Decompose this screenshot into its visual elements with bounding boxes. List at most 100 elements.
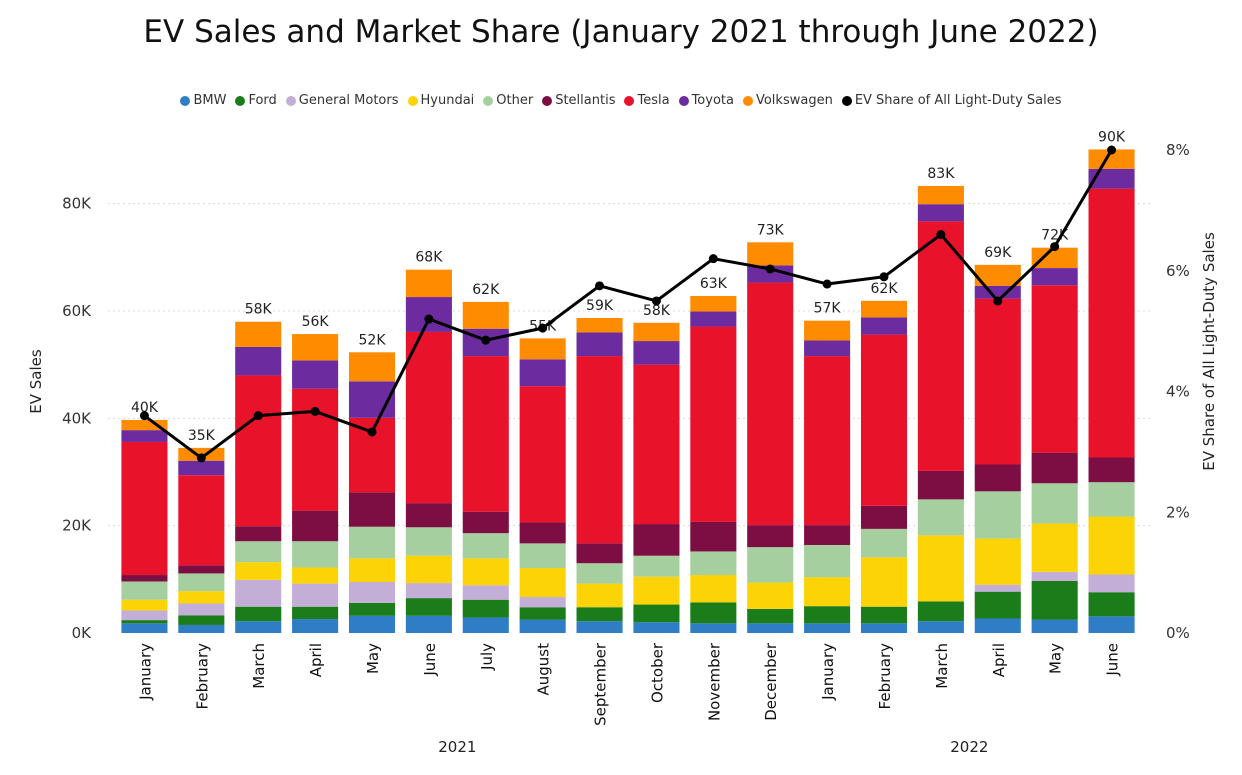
bar-segment-other [804, 544, 851, 578]
bar-segment-volkswagen [576, 317, 623, 333]
bar-segment-volkswagen [747, 242, 794, 266]
legend-item[interactable]: Tesla [624, 93, 670, 108]
share-point [1107, 145, 1117, 155]
legend-item[interactable]: Other [483, 93, 533, 108]
bar-segment-bmw [860, 623, 908, 633]
bar-segment-toyota [292, 360, 339, 389]
bar-segment-ford [292, 606, 339, 620]
legend-item[interactable]: BMW [180, 93, 226, 108]
bar-segment-ford [462, 599, 509, 618]
legend-item[interactable]: General Motors [285, 93, 399, 108]
legend-marker [235, 95, 246, 106]
bar-segment-bmw [576, 621, 623, 633]
bar-segment-tesla [804, 356, 851, 526]
y2-tick-label: 0% [1166, 624, 1190, 642]
bar-segment-tesla [235, 375, 282, 527]
bar-segment-bmw [747, 623, 794, 633]
x-tick-label: October [648, 642, 666, 703]
bar-segment-volkswagen [462, 301, 509, 329]
y2-tick-label: 4% [1166, 383, 1190, 401]
bar-segment-toyota [690, 311, 737, 327]
bar-total-label: 68K [415, 250, 443, 266]
share-point [481, 335, 491, 345]
bar-segment-volkswagen [1031, 247, 1078, 269]
legend: BMW Ford General Motors Hyundai Other Stellan… [0, 93, 1242, 108]
legend-item[interactable]: Toyota [678, 93, 734, 108]
bar-segment-stellantis [1031, 452, 1078, 484]
legend-marker [841, 95, 852, 106]
share-point [708, 254, 718, 264]
bar-segment-other [121, 581, 168, 600]
bar-segment-stellantis [1088, 457, 1135, 483]
bar-segment-toyota [576, 332, 623, 357]
bar-segment-general-motors [348, 582, 396, 603]
share-point [424, 314, 434, 324]
legend-item[interactable]: EV Share of All Light-Duty Sales [841, 93, 1062, 108]
legend-label: Volkswagen [755, 93, 833, 108]
bar-segment-bmw [235, 621, 282, 633]
x-tick-label: March [933, 643, 951, 689]
bar-segment-hyundai [1031, 523, 1078, 572]
bar-segment-bmw [1031, 619, 1078, 633]
x-tick-label: August [535, 643, 553, 696]
bar-total-label: 40K [131, 400, 159, 416]
y-tick-label: 60K [62, 302, 92, 320]
x-tick-label: May [364, 643, 382, 674]
bar-segment-other [690, 551, 737, 576]
bar-segment-stellantis [690, 521, 737, 552]
bar-segment-bmw [178, 624, 225, 633]
bar-segment-bmw [690, 623, 737, 633]
bar-segment-volkswagen [519, 338, 566, 360]
legend-item[interactable]: Hyundai [407, 93, 474, 108]
legend-marker [483, 95, 494, 106]
bar-segment-general-motors [1088, 574, 1135, 593]
bar-segment-volkswagen [1088, 149, 1135, 169]
bar-segment-ford [860, 606, 908, 624]
legend-item[interactable]: Stellantis [542, 93, 615, 108]
bar-segment-stellantis [292, 510, 339, 542]
bar-segment-toyota [121, 430, 168, 442]
bar-total-label: 35K [188, 428, 216, 444]
bar-segment-ford [1031, 580, 1078, 620]
legend-label: Other [496, 93, 534, 108]
bar-segment-ford [348, 602, 396, 616]
share-point [936, 230, 946, 240]
bar-segment-tesla [178, 475, 225, 566]
bar-segment-hyundai [860, 557, 908, 607]
y2-tick-label: 6% [1166, 262, 1190, 280]
legend-marker [624, 95, 635, 106]
bar-segment-hyundai [292, 567, 339, 584]
bar-segment-bmw [633, 622, 680, 633]
bar-segment-hyundai [1088, 516, 1135, 575]
y2-tick-label: 2% [1166, 503, 1190, 521]
bar-segment-stellantis [519, 522, 566, 544]
bar-total-label: 90K [1098, 129, 1126, 145]
share-point [822, 279, 832, 289]
legend-marker [285, 95, 296, 106]
bar-segment-toyota [1088, 168, 1135, 189]
bar-segment-ford [405, 598, 452, 616]
bar-segment-other [917, 499, 964, 536]
bar-segment-other [235, 541, 282, 563]
bar-segment-other [462, 533, 509, 559]
legend-label: Tesla [637, 93, 670, 108]
legend-item[interactable]: Ford [235, 93, 277, 108]
bar-segment-ford [690, 602, 737, 624]
x-tick-label: July [478, 643, 496, 671]
bar-segment-hyundai [917, 535, 964, 602]
legend-item[interactable]: Volkswagen [742, 93, 833, 108]
share-point [310, 406, 320, 416]
bar-segment-stellantis [235, 526, 282, 542]
bar-segment-bmw [121, 623, 168, 633]
y2-axis-title: EV Share of All Light-Duty Sales [1200, 232, 1218, 471]
bar-segment-toyota [405, 297, 452, 332]
x-tick-label: March [250, 643, 268, 689]
bar-segment-hyundai [405, 555, 452, 584]
x-tick-label: May [1047, 643, 1065, 674]
bar-segment-tesla [462, 356, 509, 512]
bar-total-label: 63K [700, 276, 728, 292]
bar-segment-bmw [348, 615, 396, 633]
bar-total-label: 57K [814, 301, 842, 317]
y-axis-title: EV Sales [27, 349, 45, 414]
x-tick-label: February [193, 643, 211, 710]
